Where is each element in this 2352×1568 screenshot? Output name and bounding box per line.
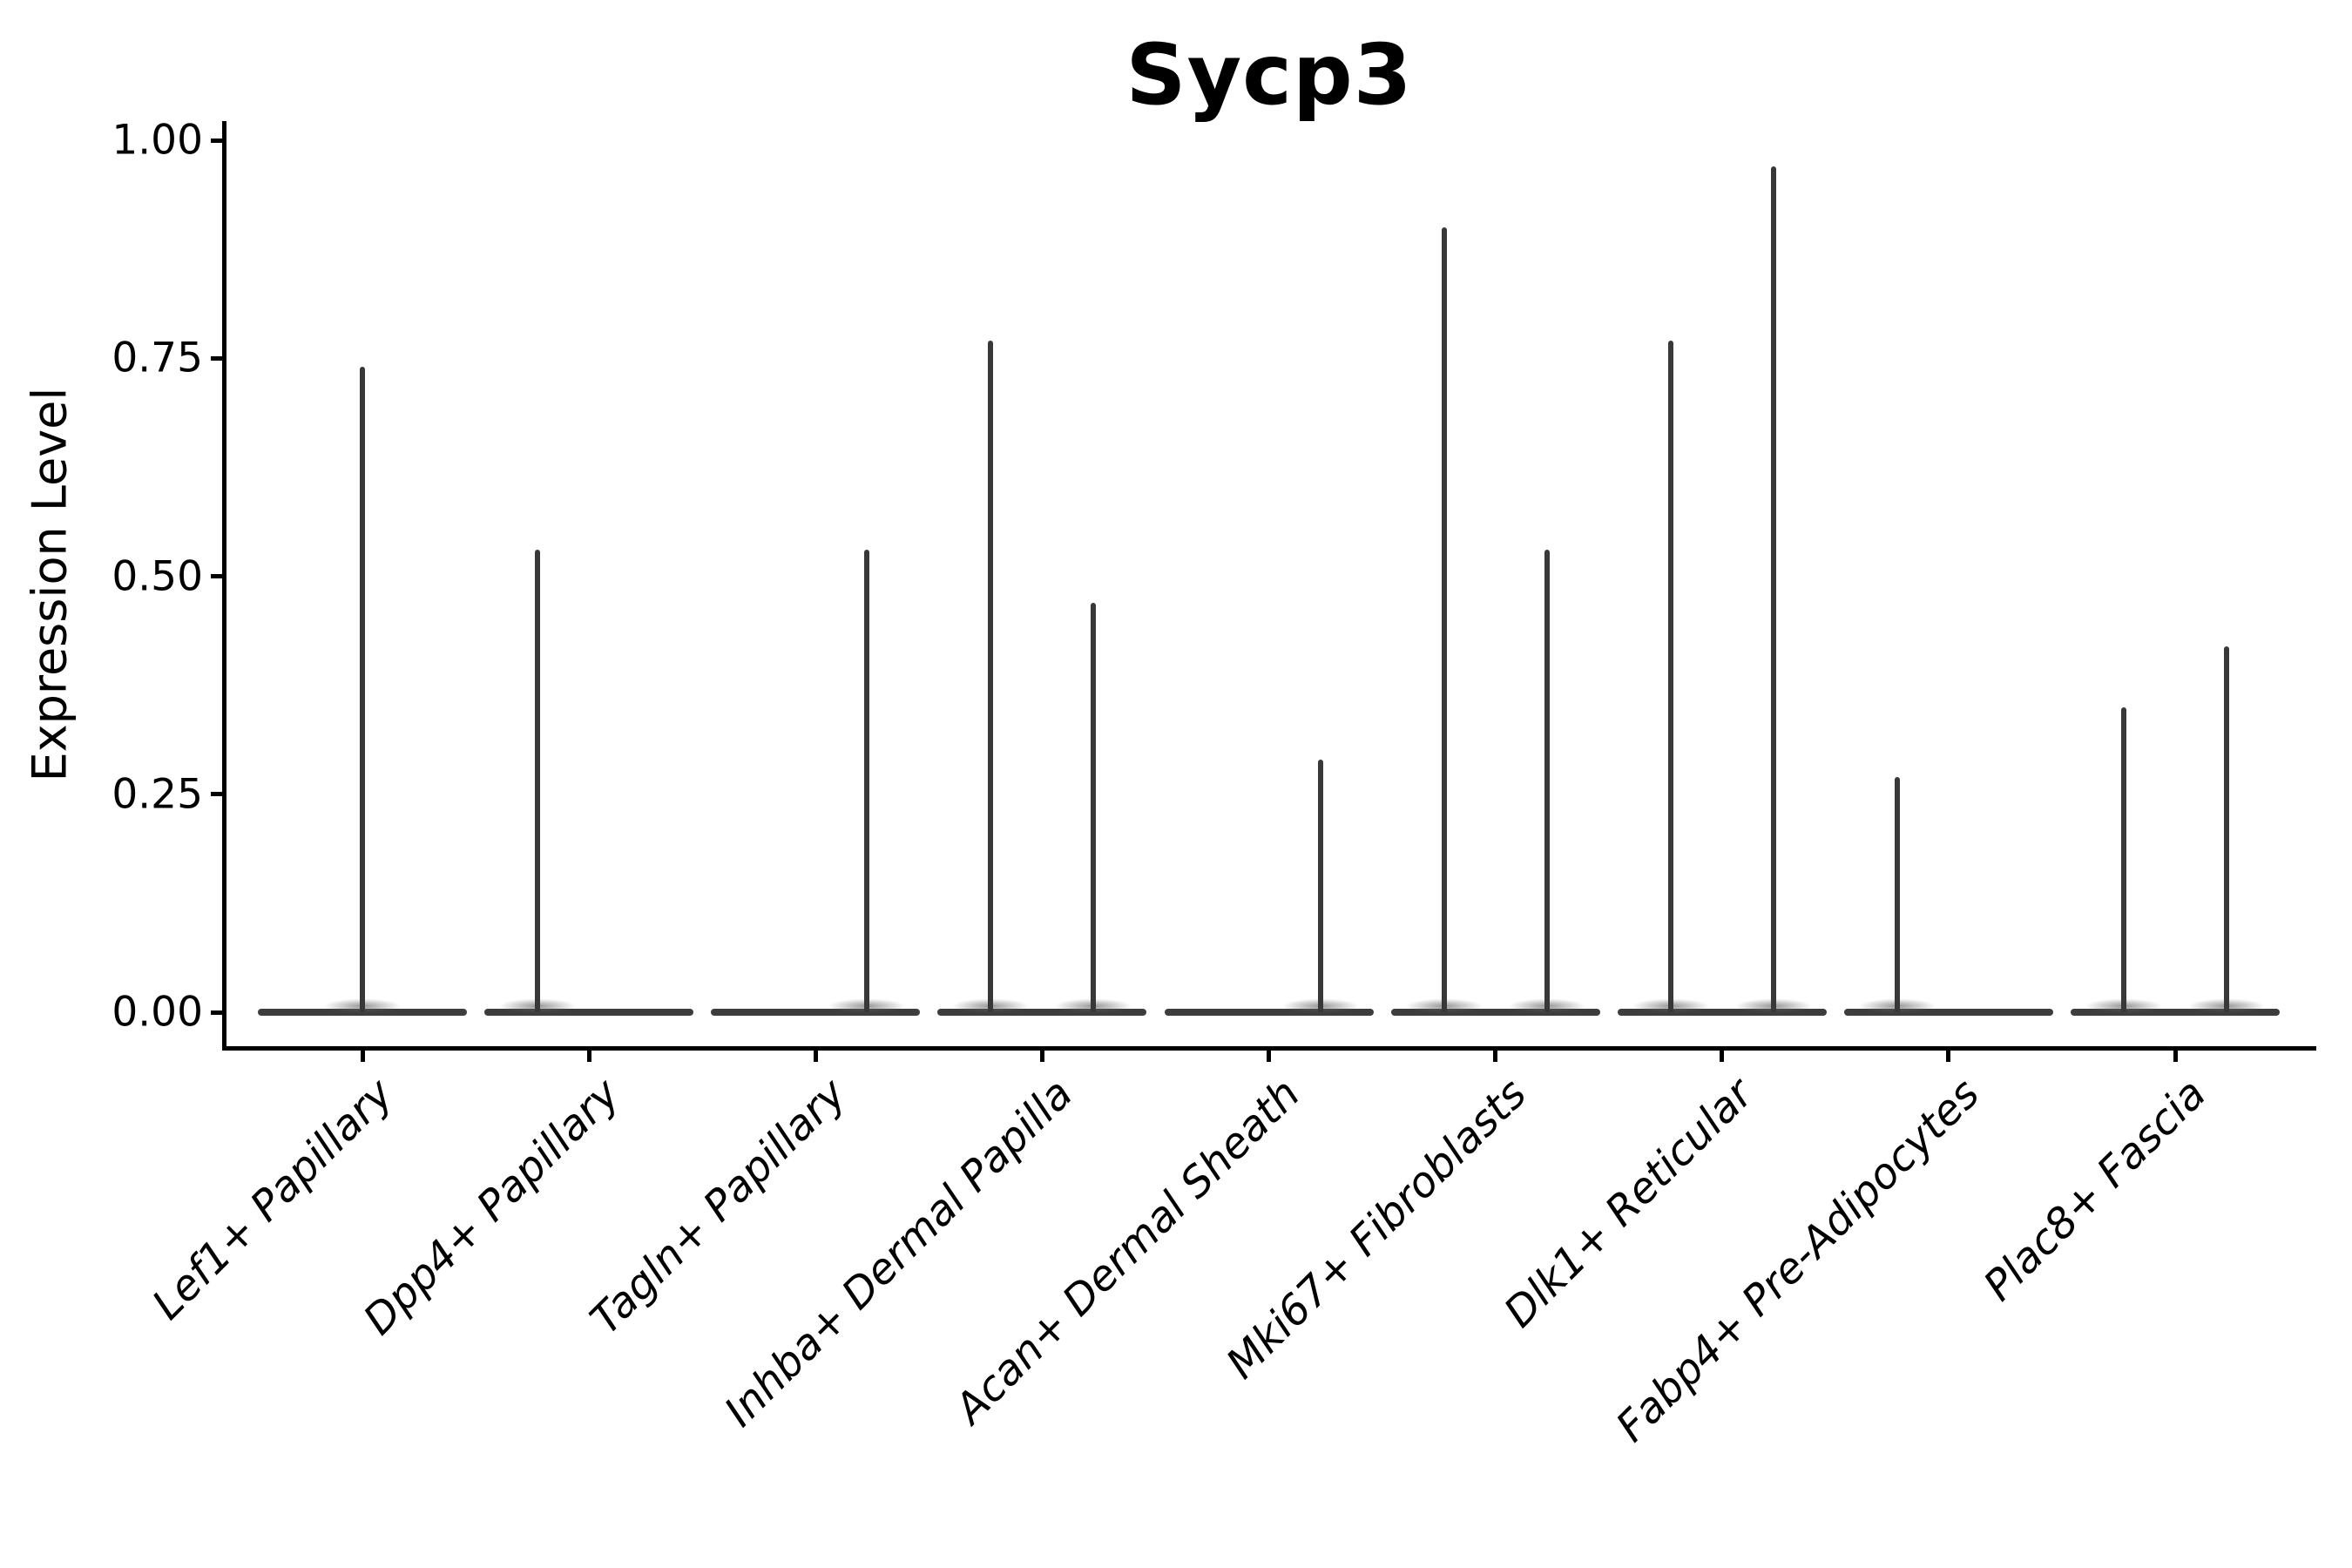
x-tick-label: Fabp4+ Pre-Adipocytes [1606, 1069, 1990, 1452]
x-tick [1720, 1048, 1725, 1062]
y-tick [211, 1010, 225, 1015]
violin-base [2071, 1009, 2280, 1016]
violin-base [484, 1009, 694, 1016]
y-tick-label: 0.50 [112, 552, 203, 600]
violin-spike [360, 367, 365, 1012]
violin-spike [1317, 759, 1323, 1012]
violin-spike [1667, 341, 1673, 1012]
y-tick-label: 0.00 [112, 988, 203, 1037]
violin-spike [2121, 706, 2126, 1012]
y-tick [211, 355, 225, 361]
y-tick [211, 574, 225, 578]
violin-base [711, 1009, 921, 1016]
x-tick [360, 1048, 365, 1062]
x-tick [1946, 1048, 1951, 1062]
x-tick [813, 1048, 818, 1062]
x-tick-label: Lef1+ Papillary [143, 1069, 403, 1329]
x-tick-label: Plac8+ Fascia [1974, 1069, 2216, 1311]
violin-base [937, 1009, 1147, 1016]
violin-spike [1091, 602, 1097, 1012]
violin-spike [1544, 550, 1550, 1012]
y-axis-spine [222, 121, 226, 1051]
violin-base [1390, 1009, 1600, 1016]
violin-base [1617, 1009, 1827, 1016]
y-tick-label: 0.75 [112, 334, 203, 382]
y-tick [211, 792, 225, 797]
violin-spike [1441, 227, 1447, 1012]
violin-spike [988, 341, 994, 1012]
chart-title: Sycp3 [1125, 26, 1413, 124]
x-tick [1493, 1048, 1498, 1062]
x-tick-label: Dlk1+ Reticular [1494, 1069, 1762, 1337]
y-tick [211, 138, 225, 143]
violin-base [1843, 1009, 2053, 1016]
x-tick [1039, 1048, 1044, 1062]
violin-base [1164, 1009, 1374, 1016]
violin-spike [2224, 645, 2229, 1012]
y-tick-label: 1.00 [112, 116, 203, 165]
violin-spike [535, 550, 541, 1012]
x-tick [1267, 1048, 1271, 1062]
violin-spike [1894, 776, 1900, 1012]
violin-spike [1770, 166, 1776, 1012]
y-tick-label: 0.25 [112, 770, 203, 819]
x-tick [586, 1048, 591, 1062]
x-tick [2173, 1048, 2178, 1062]
violin-spike [864, 550, 870, 1012]
